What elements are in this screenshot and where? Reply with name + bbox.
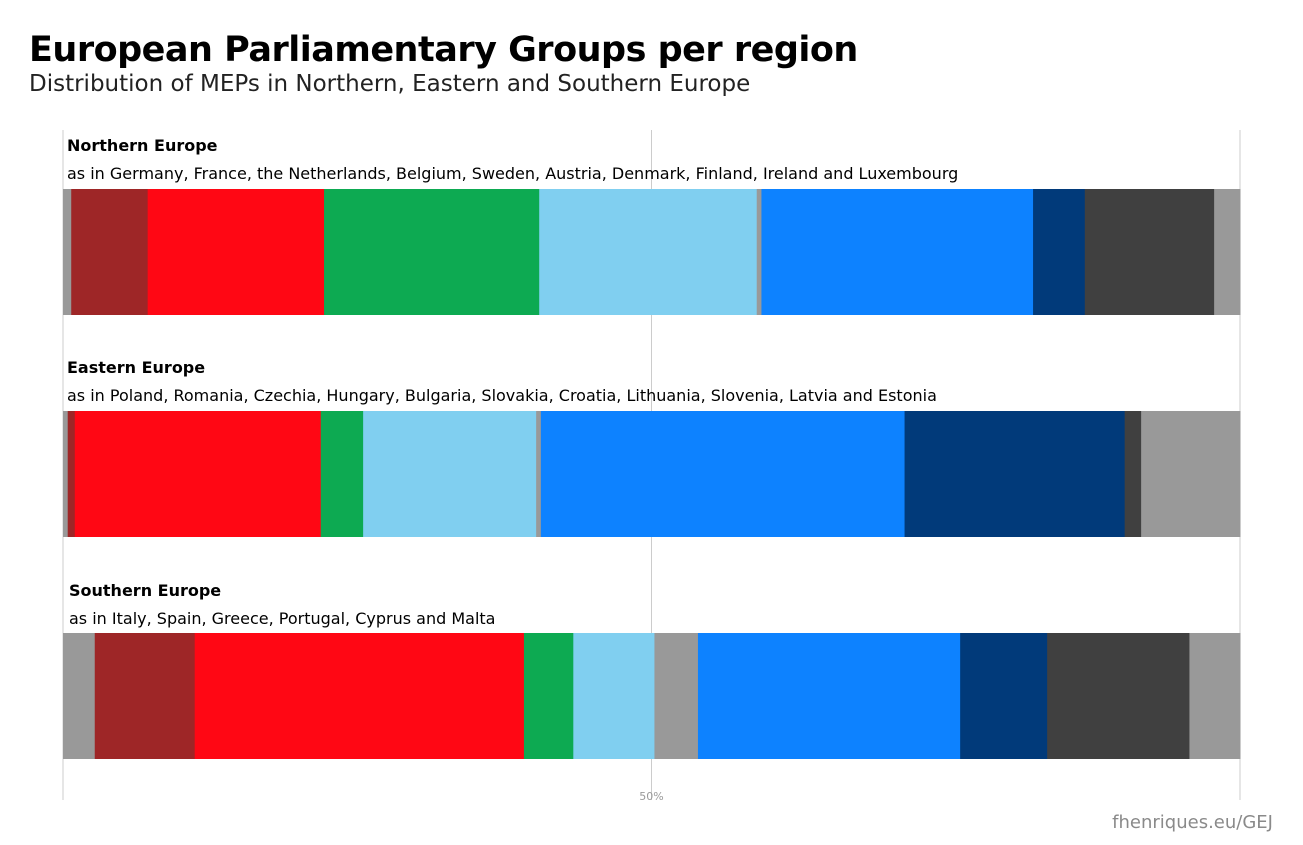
bar-segment — [761, 189, 1034, 315]
bar-segment — [573, 633, 655, 759]
bar-segment — [1033, 189, 1086, 315]
panel-note: as in Poland, Romania, Czechia, Hungary,… — [67, 386, 937, 405]
bar-segment — [74, 411, 322, 537]
bar-segment — [960, 633, 1048, 759]
chart-subtitle: Distribution of MEPs in Northern, Easter… — [29, 71, 751, 97]
bar-segment — [63, 189, 72, 315]
bar-segment — [324, 189, 540, 315]
bar-segment — [63, 633, 96, 759]
panel-note: as in Italy, Spain, Greece, Portugal, Cy… — [69, 609, 495, 628]
bar-segment — [536, 411, 542, 537]
bar-segment — [363, 411, 537, 537]
tick-label: 50% — [639, 790, 663, 803]
bar-segment — [67, 411, 76, 537]
bar-segment — [756, 189, 762, 315]
panel-note: as in Germany, France, the Netherlands, … — [67, 164, 958, 183]
bar-segment — [654, 633, 699, 759]
bar-segment — [523, 633, 574, 759]
bar-segment — [320, 411, 364, 537]
bar-segment — [1141, 411, 1241, 537]
panel-title: Eastern Europe — [67, 358, 205, 377]
bar-segment — [539, 189, 758, 315]
source-credit: fhenriques.eu/GEJ — [1112, 812, 1273, 833]
bar-segment — [71, 189, 149, 315]
panel-title: Southern Europe — [69, 581, 221, 600]
bar-segment — [63, 411, 69, 537]
panel-title: Northern Europe — [67, 136, 218, 155]
bar-segment — [194, 633, 525, 759]
bar-segment — [1124, 411, 1142, 537]
bar-segment — [540, 411, 906, 537]
bar-segment — [697, 633, 961, 759]
bar-segment — [147, 189, 325, 315]
bar-segment — [94, 633, 196, 759]
bar-segment — [1084, 189, 1215, 315]
bar-segment — [1189, 633, 1241, 759]
bar-segment — [1214, 189, 1241, 315]
bar-segment — [1047, 633, 1190, 759]
bar-segment — [904, 411, 1126, 537]
chart-title: European Parliamentary Groups per region — [29, 30, 858, 70]
